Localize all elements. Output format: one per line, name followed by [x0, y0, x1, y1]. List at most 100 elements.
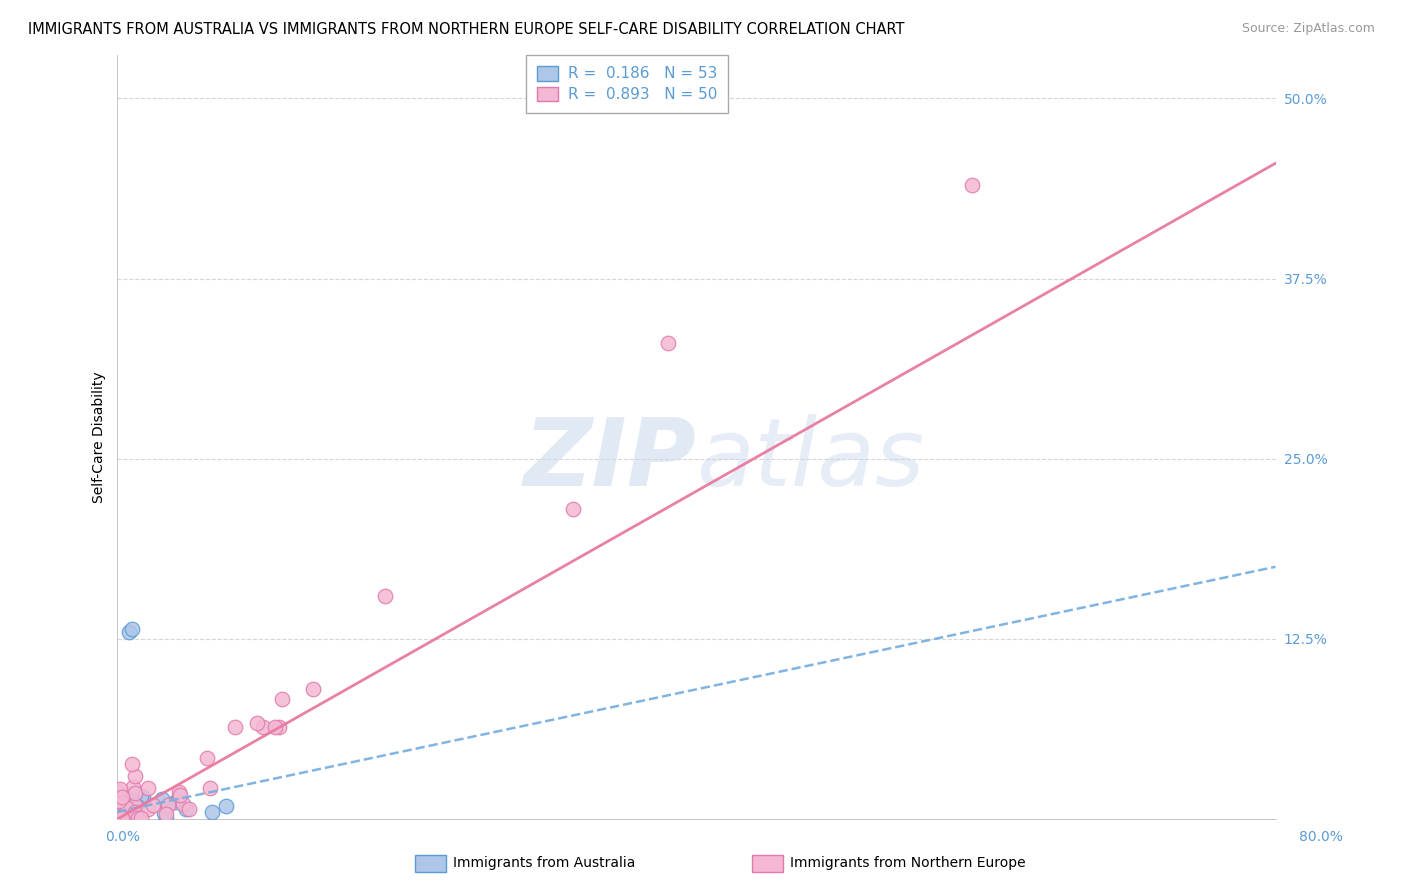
Point — [114, 811, 136, 825]
Point — [107, 794, 129, 808]
Point — [110, 782, 132, 797]
Point — [107, 812, 129, 826]
Point — [111, 797, 134, 812]
Point — [120, 811, 142, 825]
Text: IMMIGRANTS FROM AUSTRALIA VS IMMIGRANTS FROM NORTHERN EUROPE SELF-CARE DISABILIT: IMMIGRANTS FROM AUSTRALIA VS IMMIGRANTS … — [28, 22, 904, 37]
Point — [271, 692, 294, 706]
Point — [136, 780, 159, 795]
Point — [112, 806, 135, 821]
Text: Immigrants from Northern Europe: Immigrants from Northern Europe — [790, 855, 1026, 870]
Point — [124, 800, 146, 814]
Text: Immigrants from Australia: Immigrants from Australia — [453, 855, 636, 870]
Text: 0.0%: 0.0% — [105, 830, 141, 844]
Text: ZIP: ZIP — [523, 414, 696, 506]
Point — [111, 805, 134, 819]
Point — [121, 756, 143, 771]
Point — [200, 805, 222, 819]
Point — [111, 804, 134, 818]
Point — [215, 799, 238, 814]
Point — [121, 811, 143, 825]
Point — [131, 789, 153, 803]
Point — [121, 799, 143, 814]
Point — [129, 811, 152, 825]
Point — [157, 798, 180, 813]
Point — [169, 788, 191, 802]
Point — [112, 804, 135, 818]
Point — [112, 800, 135, 814]
Point — [108, 802, 131, 816]
Point — [117, 801, 139, 815]
Point — [107, 785, 129, 799]
Point — [107, 804, 129, 818]
Point — [114, 801, 136, 815]
Text: atlas: atlas — [696, 415, 925, 506]
Point — [110, 803, 132, 817]
Point — [110, 806, 132, 821]
Point — [108, 810, 131, 824]
Point — [111, 810, 134, 824]
Point — [110, 811, 132, 825]
Point — [110, 810, 132, 824]
Point — [124, 800, 146, 814]
Point — [108, 796, 131, 810]
Point — [122, 780, 145, 794]
Text: 80.0%: 80.0% — [1299, 830, 1343, 844]
Point — [124, 798, 146, 813]
Point — [174, 802, 197, 816]
Point — [110, 799, 132, 814]
Point — [302, 682, 325, 697]
Point — [121, 797, 143, 811]
Point — [152, 791, 174, 805]
Point — [124, 787, 146, 801]
Point — [110, 805, 132, 819]
Point — [107, 800, 129, 814]
Point — [120, 811, 142, 825]
Point — [195, 751, 218, 765]
Point — [120, 789, 142, 804]
Point — [122, 811, 145, 825]
Point — [107, 796, 129, 810]
Point — [246, 715, 269, 730]
Point — [107, 809, 129, 823]
Point — [132, 789, 155, 804]
Point — [163, 795, 186, 809]
Point — [155, 811, 177, 825]
Point — [198, 780, 221, 795]
Point — [110, 795, 132, 809]
Point — [124, 805, 146, 820]
Point — [127, 811, 149, 825]
Point — [110, 799, 132, 814]
Point — [374, 589, 396, 603]
Point — [124, 769, 146, 783]
Point — [153, 805, 176, 820]
Point — [122, 806, 145, 821]
Legend: R =  0.186   N = 53, R =  0.893   N = 50: R = 0.186 N = 53, R = 0.893 N = 50 — [526, 55, 728, 113]
Point — [172, 797, 194, 811]
Point — [118, 811, 141, 825]
Point — [167, 785, 190, 799]
Point — [136, 802, 159, 816]
Point — [112, 806, 135, 821]
Point — [108, 811, 131, 825]
Point — [264, 720, 287, 734]
Point — [108, 811, 131, 825]
Point — [252, 720, 274, 734]
Point — [177, 801, 200, 815]
Point — [118, 624, 141, 639]
Point — [267, 721, 290, 735]
Point — [110, 808, 132, 822]
Point — [127, 798, 149, 813]
Point — [657, 336, 679, 351]
Y-axis label: Self-Care Disability: Self-Care Disability — [93, 371, 107, 503]
Point — [124, 803, 146, 817]
Point — [960, 178, 983, 192]
Point — [108, 797, 131, 812]
Point — [121, 807, 143, 822]
Point — [115, 811, 138, 825]
Point — [121, 622, 143, 636]
Point — [142, 798, 165, 813]
Point — [118, 803, 141, 817]
Point — [111, 803, 134, 817]
Point — [155, 806, 177, 821]
Point — [115, 803, 138, 817]
